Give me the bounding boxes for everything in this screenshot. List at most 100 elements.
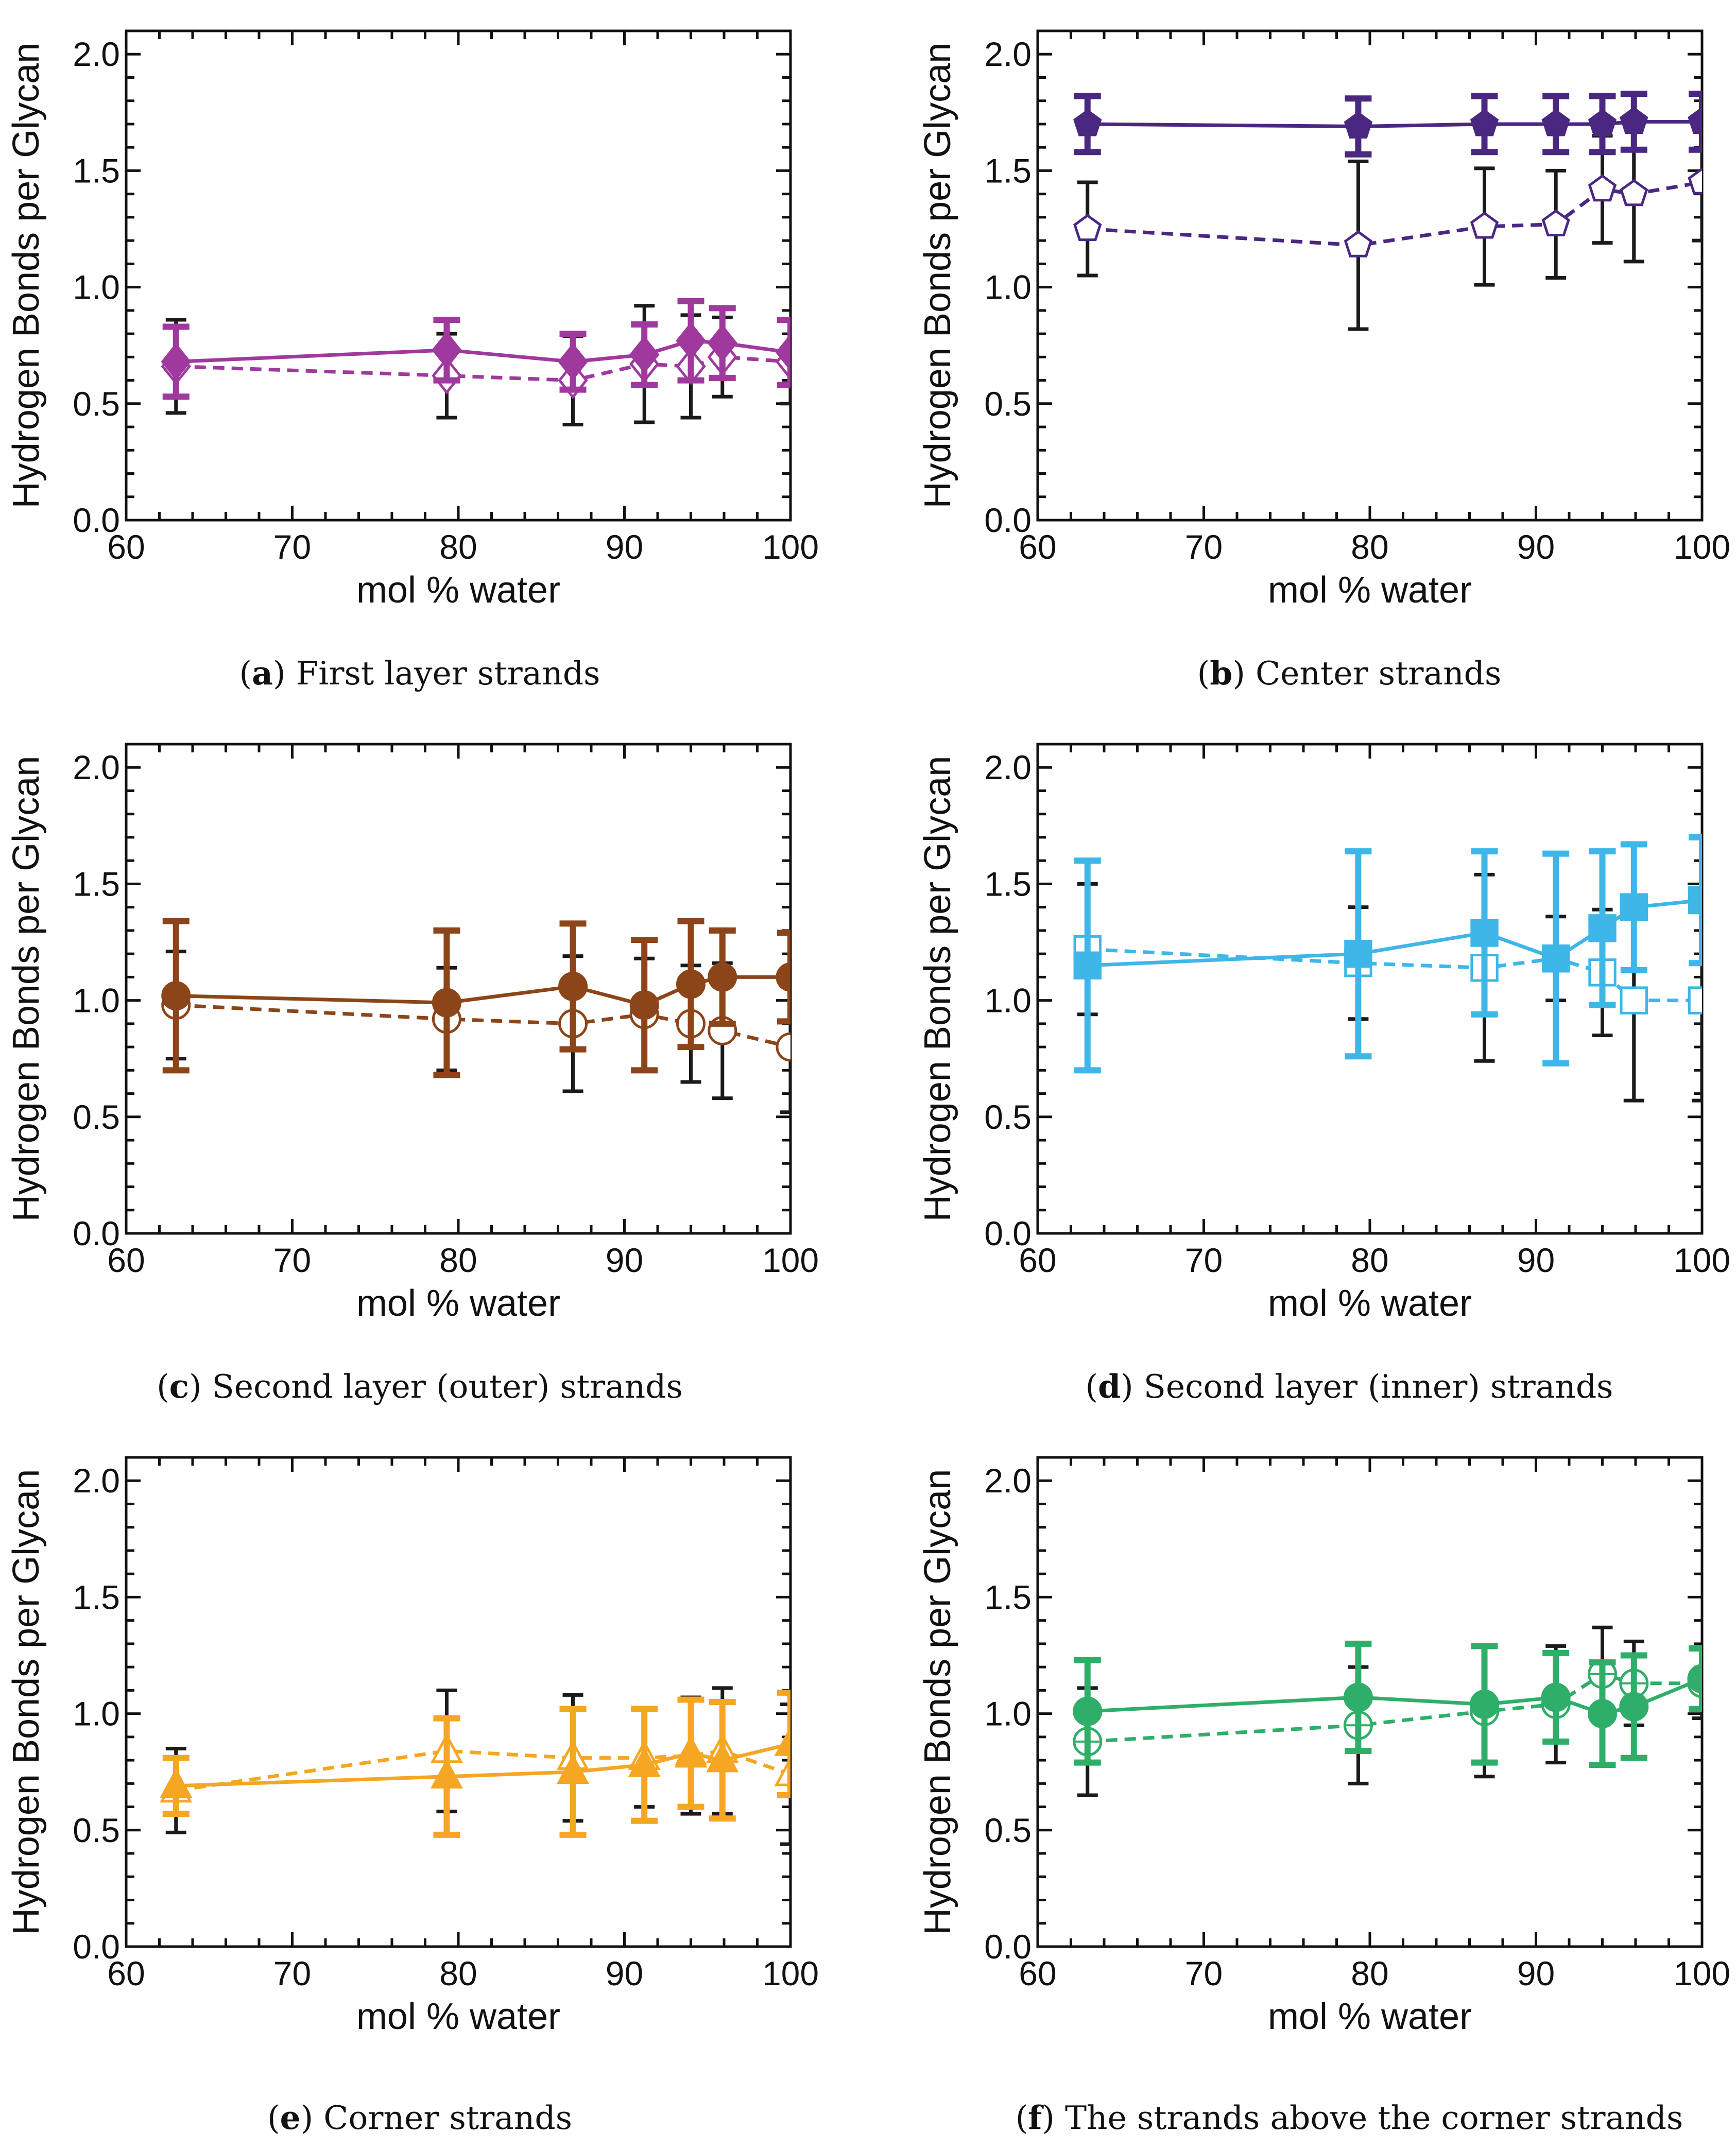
y-tick-label-d: 0.5 bbox=[984, 1098, 1032, 1136]
caption-e: (e) Corner strands bbox=[267, 2099, 573, 2137]
y-axis-label-c: Hydrogen Bonds per Glycan bbox=[6, 756, 47, 1222]
data-point-open-c bbox=[776, 1032, 790, 1062]
data-point-filled-f bbox=[1541, 1682, 1571, 1712]
data-point-filled-f bbox=[1073, 1696, 1103, 1726]
x-tick-label-d: 90 bbox=[1517, 1241, 1555, 1279]
y-tick-label-e: 1.5 bbox=[73, 1578, 120, 1616]
x-tick-label-f: 60 bbox=[1019, 1954, 1056, 1992]
caption-letter-a: a bbox=[252, 654, 273, 692]
caption-text-b: Center strands bbox=[1255, 655, 1502, 692]
data-point-filled-c bbox=[629, 990, 659, 1020]
x-tick-label-f: 90 bbox=[1517, 1954, 1555, 1992]
x-tick-label-e: 60 bbox=[107, 1954, 145, 1992]
data-point-filled-d bbox=[1542, 944, 1570, 973]
y-axis-label-f: Hydrogen Bonds per Glycan bbox=[917, 1469, 958, 1935]
data-point-filled-a bbox=[558, 342, 588, 381]
x-tick-label-c: 70 bbox=[273, 1241, 311, 1279]
x-tick-label-c: 60 bbox=[107, 1241, 145, 1279]
x-tick-label-e: 70 bbox=[273, 1954, 311, 1992]
data-point-filled-d bbox=[1620, 893, 1648, 921]
caption-d: (d) Second layer (inner) strands bbox=[1085, 1367, 1613, 1405]
chart-panel-b: 60 70 80 90 100 0.0 0.5 1.0 1.5 2.0 mol % water Hyd… bbox=[917, 29, 1730, 611]
chart-panel-c: 60 70 80 90 100 0.0 0.5 1.0 1.5 2.0 mol % water Hyd… bbox=[6, 743, 819, 1324]
data-point-filled-c bbox=[161, 981, 191, 1011]
y-tick-label-b: 0.5 bbox=[984, 385, 1032, 423]
caption-text-f: The strands above the corner strands bbox=[1065, 2099, 1683, 2137]
y-tick-label-b: 1.5 bbox=[984, 151, 1032, 190]
y-tick-label-d: 1.0 bbox=[984, 982, 1032, 1020]
x-axis-label-f: mol % water bbox=[1268, 1996, 1472, 2037]
caption-text-c: Second layer (outer) strands bbox=[212, 1368, 683, 1405]
y-tick-label-a: 2.0 bbox=[73, 35, 120, 73]
data-point-open-b bbox=[1620, 179, 1648, 207]
data-point-filled-e bbox=[706, 1742, 739, 1773]
plot-area-b bbox=[1073, 91, 1702, 331]
y-tick-label-e: 1.0 bbox=[73, 1695, 120, 1733]
data-point-filled-c bbox=[676, 969, 706, 999]
data-point-filled-a bbox=[161, 342, 191, 381]
caption-letter-c: c bbox=[169, 1367, 190, 1405]
data-point-filled-e bbox=[675, 1735, 707, 1765]
data-point-open-b bbox=[1688, 167, 1702, 195]
data-point-filled-f bbox=[1588, 1699, 1617, 1729]
chart-panel-a: 60 70 80 90 100 0.0 0.5 1.0 1.5 2.0 mol % water Hyd… bbox=[6, 29, 819, 611]
x-axis-label-c: mol % water bbox=[356, 1283, 560, 1324]
data-point-open-b bbox=[1073, 214, 1102, 242]
data-point-filled-b bbox=[1470, 109, 1499, 136]
y-tick-label-b: 0.0 bbox=[984, 501, 1032, 539]
caption-text-a: First layer strands bbox=[296, 655, 600, 692]
plot-area-f bbox=[1073, 1625, 1702, 1797]
y-tick-label-a: 1.5 bbox=[73, 151, 120, 190]
plot-area-c bbox=[161, 918, 790, 1114]
y-tick-label-c: 1.5 bbox=[73, 865, 120, 903]
data-point-filled-b bbox=[1620, 107, 1648, 134]
caption-f: (f) The strands above the corner strands bbox=[1015, 2099, 1683, 2137]
data-point-open-e bbox=[774, 1756, 790, 1786]
x-tick-label-f: 100 bbox=[1674, 1954, 1730, 1992]
x-tick-label-c: 90 bbox=[606, 1241, 643, 1279]
data-point-filled-d bbox=[1588, 914, 1617, 942]
x-tick-label-c: 100 bbox=[762, 1241, 819, 1279]
caption-a: (a) First layer strands bbox=[239, 654, 600, 692]
y-tick-label-e: 0.0 bbox=[73, 1928, 120, 1966]
x-tick-label-d: 80 bbox=[1351, 1241, 1388, 1279]
y-tick-label-f: 0.0 bbox=[984, 1928, 1032, 1966]
axes-frame-a bbox=[125, 29, 792, 522]
data-point-open-d bbox=[1620, 986, 1648, 1015]
x-tick-label-a: 80 bbox=[439, 528, 477, 566]
x-tick-label-a: 60 bbox=[107, 528, 145, 566]
x-tick-label-b: 100 bbox=[1674, 528, 1730, 566]
x-tick-label-d: 60 bbox=[1019, 1241, 1056, 1279]
plot-area-a bbox=[161, 298, 790, 427]
x-axis-label-a: mol % water bbox=[356, 570, 560, 611]
data-point-filled-e bbox=[774, 1726, 790, 1756]
x-tick-label-d: 100 bbox=[1674, 1241, 1730, 1279]
caption-letter-d: d bbox=[1098, 1367, 1121, 1405]
data-point-open-b bbox=[1344, 230, 1373, 257]
x-tick-label-e: 90 bbox=[606, 1954, 643, 1992]
data-point-filled-d bbox=[1344, 939, 1372, 968]
y-tick-label-a: 0.5 bbox=[73, 385, 120, 423]
x-tick-label-d: 70 bbox=[1185, 1241, 1223, 1279]
chart-panel-f: 60 70 80 90 100 0.0 0.5 1.0 1.5 2.0 mol % water Hyd… bbox=[917, 1456, 1730, 2037]
caption-c: (c) Second layer (outer) strands bbox=[157, 1367, 683, 1405]
x-axis-label-d: mol % water bbox=[1268, 1283, 1472, 1324]
y-tick-label-c: 0.5 bbox=[73, 1098, 120, 1136]
data-point-filled-b bbox=[1073, 109, 1102, 136]
y-tick-label-e: 2.0 bbox=[73, 1462, 120, 1500]
x-tick-label-e: 100 bbox=[762, 1954, 819, 1992]
data-point-filled-d bbox=[1073, 951, 1102, 979]
data-point-filled-a bbox=[707, 324, 737, 362]
data-point-filled-b bbox=[1588, 109, 1617, 136]
chart-panel-d: 60 70 80 90 100 0.0 0.5 1.0 1.5 2.0 mol % water Hyd… bbox=[917, 743, 1730, 1324]
x-tick-label-a: 100 bbox=[762, 528, 819, 566]
data-point-filled-e bbox=[628, 1746, 661, 1777]
x-axis-label-e: mol % water bbox=[356, 1996, 560, 2037]
y-tick-label-d: 2.0 bbox=[984, 748, 1032, 786]
data-point-filled-b bbox=[1541, 109, 1570, 136]
y-tick-label-e: 0.5 bbox=[73, 1811, 120, 1849]
data-point-filled-e bbox=[557, 1753, 590, 1784]
data-point-filled-e bbox=[430, 1758, 463, 1789]
y-tick-label-b: 1.0 bbox=[984, 268, 1032, 306]
